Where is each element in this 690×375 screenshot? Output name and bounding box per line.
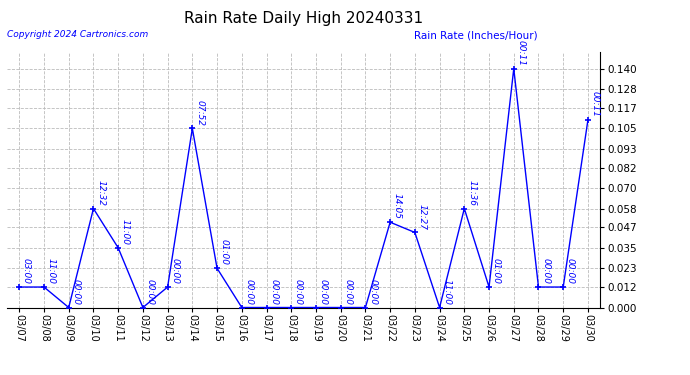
Text: 00:00: 00:00 [269, 279, 278, 305]
Text: Copyright 2024 Cartronics.com: Copyright 2024 Cartronics.com [7, 30, 148, 39]
Text: 00:00: 00:00 [244, 279, 253, 305]
Text: 00:00: 00:00 [146, 279, 155, 305]
Text: 07:52: 07:52 [195, 100, 204, 126]
Text: 11:00: 11:00 [121, 219, 130, 245]
Text: 00:00: 00:00 [566, 258, 575, 284]
Text: Rain Rate Daily High 20240331: Rain Rate Daily High 20240331 [184, 11, 423, 26]
Text: 00:00: 00:00 [319, 279, 328, 305]
Text: 00:00: 00:00 [294, 279, 303, 305]
Text: 01:00: 01:00 [220, 240, 229, 266]
Text: 11:36: 11:36 [467, 180, 476, 206]
Text: 00:00: 00:00 [170, 258, 179, 284]
Text: 00:00: 00:00 [344, 279, 353, 305]
Text: 03:00: 03:00 [22, 258, 31, 284]
Text: 00:00: 00:00 [368, 279, 377, 305]
Text: 11:00: 11:00 [47, 258, 56, 284]
Text: 14:05: 14:05 [393, 194, 402, 219]
Text: 00:11: 00:11 [517, 40, 526, 66]
Text: 12:32: 12:32 [96, 180, 105, 206]
Text: Rain Rate (Inches/Hour): Rain Rate (Inches/Hour) [414, 30, 538, 40]
Text: 00:00: 00:00 [72, 279, 81, 305]
Text: 00:11: 00:11 [591, 91, 600, 117]
Text: 11:00: 11:00 [442, 279, 451, 305]
Text: 00:00: 00:00 [541, 258, 550, 284]
Text: 12:27: 12:27 [417, 204, 426, 230]
Text: 01:00: 01:00 [492, 258, 501, 284]
